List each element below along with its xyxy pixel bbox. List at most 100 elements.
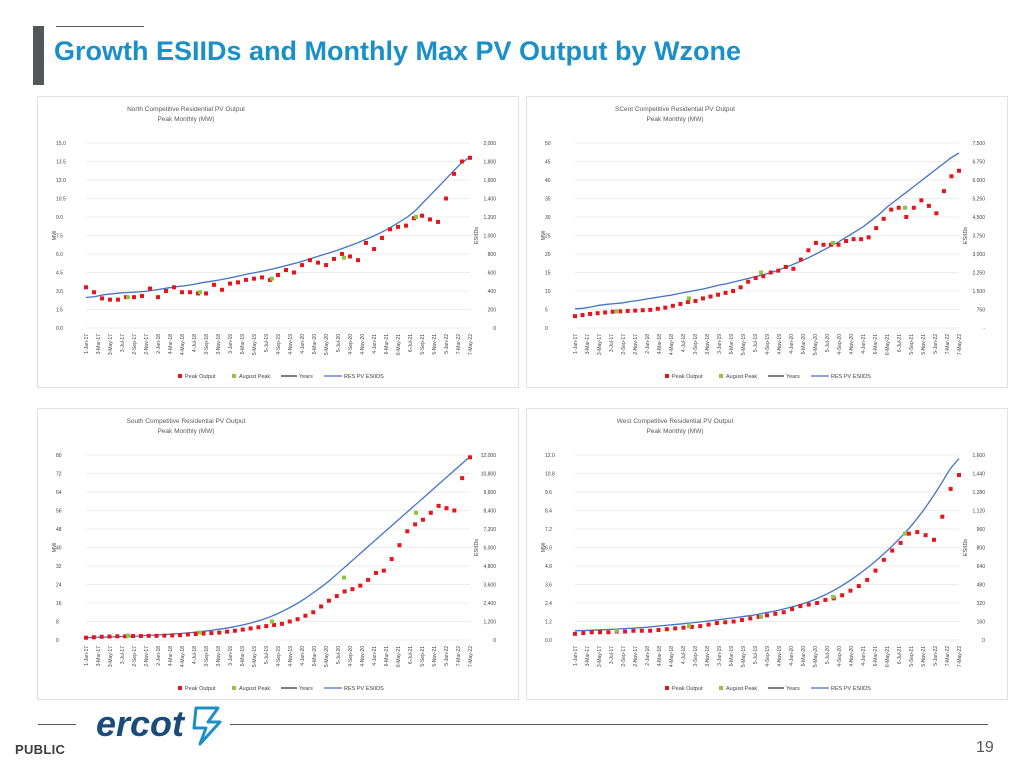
peak-output-point	[655, 306, 660, 311]
peak-output-point	[761, 274, 766, 279]
peak-output-point	[131, 634, 136, 639]
x-tick-label: 7-Mar-22	[945, 334, 951, 355]
august-peak-point	[615, 309, 619, 314]
peak-output-point	[108, 297, 112, 302]
y-tick-label: 50	[545, 141, 551, 147]
y-tick-label: 40	[56, 546, 62, 552]
y-tick-label: 0.0	[56, 326, 63, 332]
x-tick-label: 3-May-17	[597, 646, 603, 667]
peak-output-point	[164, 289, 168, 293]
peak-output-point	[753, 276, 758, 281]
x-tick-label: 4-Jul-18	[681, 334, 687, 352]
peak-output-point	[685, 300, 690, 305]
y2-tick-label: 7,500	[972, 141, 985, 147]
peak-output-point	[856, 584, 861, 589]
x-tick-label: 2-Sep-17	[621, 334, 627, 355]
x-tick-label: 3-Nov-18	[216, 646, 222, 667]
x-tick-label: 7-May-22	[468, 334, 474, 355]
legend-august-swatch	[719, 374, 723, 378]
x-tick-label: 5-Nov-21	[432, 646, 438, 667]
x-tick-label: 5-Sep-21	[909, 334, 915, 355]
x-tick-label: 4-Nov-19	[777, 334, 783, 355]
legend-peak-swatch	[665, 686, 669, 690]
x-tick-label: 5-May-20	[324, 646, 330, 667]
y-tick-label: 16	[56, 601, 62, 607]
chart-title: West Competitive Residential PV Output	[617, 418, 734, 425]
y2-tick-label: 8,400	[483, 509, 496, 515]
peak-output-point	[678, 301, 683, 306]
peak-output-point	[356, 258, 360, 263]
peak-output-point	[648, 307, 653, 312]
esiid-series-line	[85, 156, 471, 299]
y2-tick-label: 480	[977, 583, 986, 589]
peak-output-point	[581, 631, 586, 636]
x-tick-label: 5-Mar-19	[240, 334, 246, 355]
y-tick-label: 10.5	[56, 197, 66, 203]
x-tick-label: 5-Jul-19	[264, 646, 270, 664]
x-tick-label: 5-Jan-22	[444, 646, 450, 666]
x-tick-label: 3-Jul-17	[120, 646, 126, 664]
y-tick-label: 9.6	[545, 490, 552, 496]
x-tick-label: 4-Sep-19	[765, 646, 771, 667]
peak-output-point	[957, 168, 961, 173]
x-tick-label: 4-Jul-18	[192, 646, 198, 664]
esiid-series-line	[85, 456, 471, 639]
x-tick-label: 3-May-17	[597, 334, 603, 355]
y-tick-label: 7.2	[545, 527, 552, 533]
peak-output-point	[342, 589, 347, 594]
y2-tick-label: 1,000	[483, 234, 496, 240]
peak-output-point	[295, 617, 300, 622]
legend-esiid-label: RES PV ESIIDS	[831, 686, 871, 692]
x-tick-label: 4-Nov-19	[288, 334, 294, 355]
peak-output-point	[881, 557, 886, 562]
x-tick-label: 6-May-21	[396, 334, 402, 355]
chart-subtitle: Peak Monthly (MW)	[646, 116, 703, 123]
peak-output-point	[748, 616, 753, 621]
y-tick-label: 4.8	[545, 564, 552, 570]
x-tick-label: 4-Sep-20	[837, 646, 843, 667]
legend-peak-swatch	[178, 686, 182, 690]
x-tick-label: 7-Mar-22	[945, 646, 951, 667]
peak-output-point	[881, 216, 886, 221]
x-tick-label: 5-Nov-21	[921, 646, 927, 667]
peak-output-point	[436, 503, 441, 508]
peak-output-point	[225, 629, 230, 634]
x-tick-label: 4-Sep-19	[276, 334, 282, 355]
esiid-series-line	[574, 458, 960, 632]
peak-output-point	[311, 610, 316, 615]
x-tick-label: 3-Jul-17	[609, 334, 615, 352]
x-tick-label: 5-Nov-21	[432, 334, 438, 355]
august-peak-point	[198, 630, 202, 635]
peak-output-point	[904, 215, 909, 219]
y-tick-label: 1.2	[545, 620, 552, 626]
y2-tick-label: 400	[488, 289, 497, 295]
peak-output-point	[790, 607, 795, 612]
legend-august-label: August Peak	[726, 374, 757, 380]
x-tick-label: 1-Jan-17	[84, 334, 90, 354]
x-tick-label: 4-Jan-20	[300, 334, 306, 354]
chart-svg: North Competitive Residential PV Output P…	[52, 106, 497, 380]
peak-output-point	[260, 275, 264, 280]
x-tick-label: 2-Nov-17	[144, 646, 150, 667]
peak-output-point	[444, 506, 449, 511]
x-tick-label: 4-Sep-20	[348, 334, 354, 355]
x-tick-label: 1-Jan-17	[573, 646, 579, 666]
x-tick-label: 3-Nov-18	[705, 646, 711, 667]
x-tick-label: 4-Nov-20	[849, 646, 855, 667]
peak-output-point	[595, 311, 600, 316]
x-tick-label: 5-Jul-20	[825, 334, 831, 352]
peak-output-point	[185, 632, 190, 637]
peak-output-point	[633, 308, 638, 313]
chart-svg: South Competitive Residential PV Output P…	[52, 418, 496, 692]
legend-years-label: Years	[299, 374, 313, 380]
x-tick-label: 5-Mar-19	[729, 646, 735, 667]
august-peak-point	[831, 240, 835, 245]
x-tick-label: 4-Mar-18	[168, 646, 174, 667]
y2-tick-label: 0	[982, 638, 985, 644]
peak-output-point	[949, 174, 954, 179]
y-tick-label: 0	[56, 638, 59, 644]
y-tick-label: 25	[545, 234, 551, 240]
peak-output-point	[606, 630, 611, 635]
x-tick-label: 6-Mar-21	[384, 334, 390, 355]
y2-axis-label: ESIIDs	[963, 227, 969, 244]
